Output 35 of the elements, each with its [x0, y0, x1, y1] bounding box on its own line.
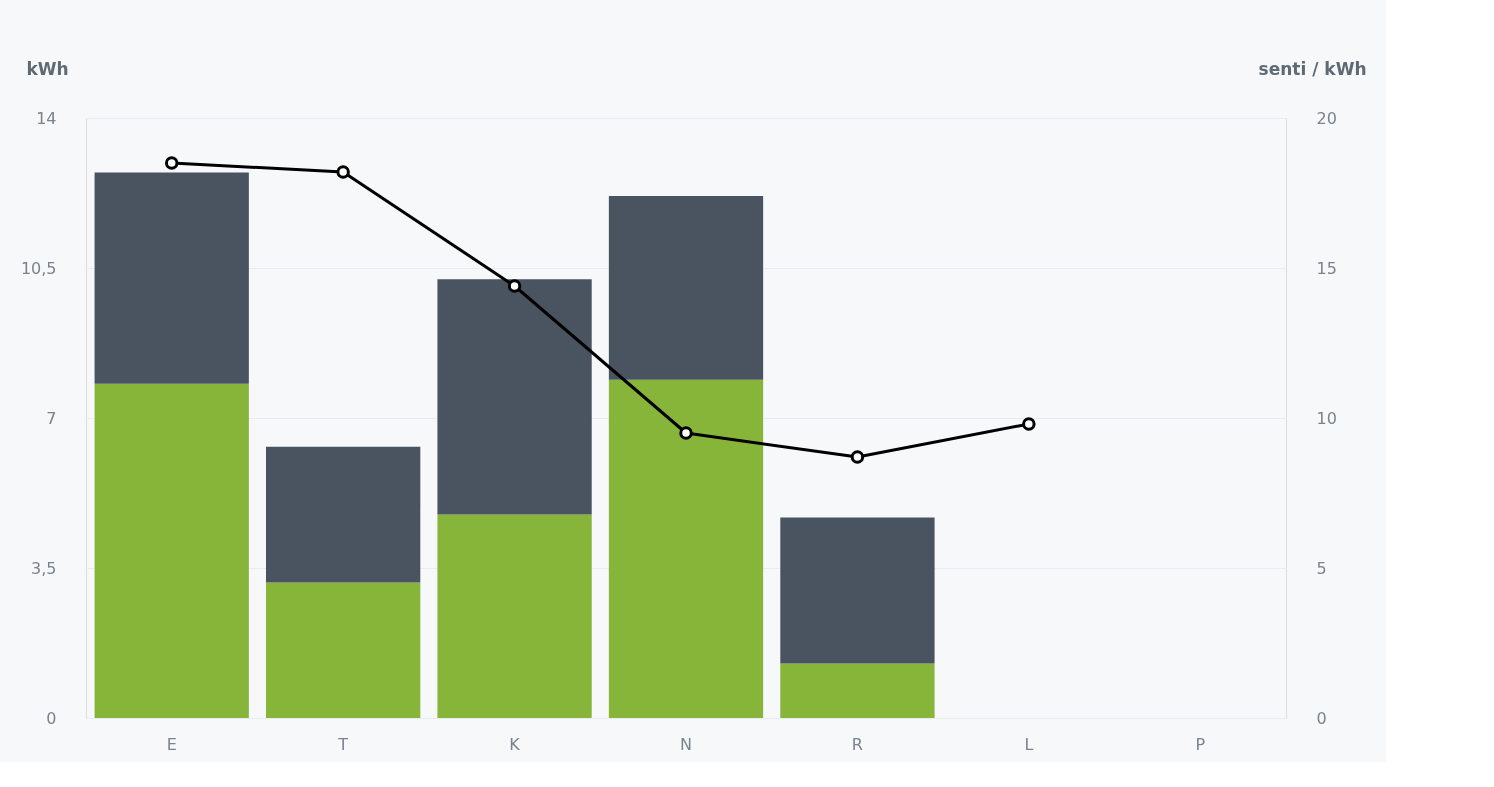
- bar: [780, 663, 935, 718]
- bar: [266, 446, 421, 583]
- x-tick-label: T: [337, 734, 349, 754]
- x-tick-label: N: [680, 734, 692, 754]
- bar: [94, 383, 249, 718]
- point: [850, 450, 865, 464]
- y2-tick-label: 15: [1316, 258, 1337, 278]
- point: [336, 165, 350, 179]
- bar: [94, 172, 249, 384]
- point: [507, 279, 522, 293]
- x-tick-label: K: [509, 734, 521, 754]
- y2-tick-label: 5: [1316, 558, 1327, 578]
- bar: [608, 379, 764, 718]
- bar: [437, 514, 592, 718]
- y2-axis-title: senti / kWh: [1258, 58, 1367, 79]
- x-tick-label: L: [1024, 734, 1034, 754]
- y2-tick-label: 0: [1316, 708, 1327, 728]
- bar: [780, 517, 935, 664]
- point: [679, 426, 693, 440]
- point: [1022, 417, 1036, 431]
- y-tick-label: 10,5: [20, 258, 57, 278]
- bar: [437, 279, 592, 515]
- y2-tick-label: 20: [1316, 108, 1337, 128]
- y-tick-label: 0: [46, 708, 57, 728]
- y-tick-label: 14: [36, 108, 57, 128]
- y-tick-label: 3,5: [31, 558, 57, 578]
- y2-tick-label: 10: [1316, 408, 1337, 428]
- y-tick-label: 7: [46, 408, 57, 428]
- bar: [608, 196, 764, 380]
- x-tick-label: P: [1195, 734, 1206, 754]
- point: [164, 156, 179, 170]
- bar: [266, 582, 421, 718]
- x-tick-label: R: [851, 734, 863, 754]
- y-axis-title: kWh: [26, 58, 69, 79]
- x-tick-label: E: [166, 734, 177, 754]
